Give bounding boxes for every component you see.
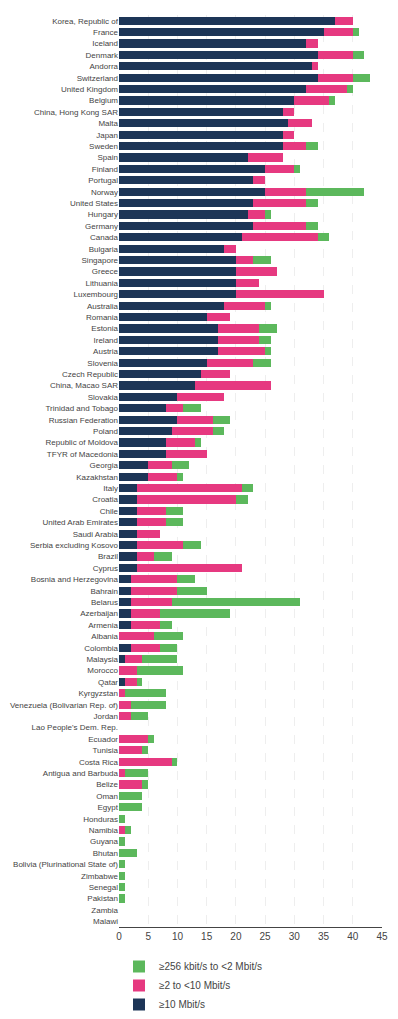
svg-text:Bahrain: Bahrain [90,587,118,596]
svg-text:Estonia: Estonia [91,324,118,333]
svg-text:TFYR of Macedonia: TFYR of Macedonia [47,450,119,459]
svg-text:≥10 Mbit/s: ≥10 Mbit/s [159,999,205,1010]
svg-text:Colombia: Colombia [84,644,118,653]
svg-text:Spain: Spain [98,153,118,162]
svg-text:Qatar: Qatar [98,678,118,687]
svg-text:Portugal: Portugal [88,176,118,185]
svg-text:Costa Rica: Costa Rica [79,758,119,767]
svg-text:Sweden: Sweden [89,142,118,151]
svg-text:5: 5 [145,931,151,942]
svg-text:Saudi Arabia: Saudi Arabia [73,530,119,539]
svg-text:0: 0 [116,931,122,942]
svg-text:Czech Republic: Czech Republic [62,370,118,379]
svg-text:Bulgaria: Bulgaria [89,245,119,254]
svg-text:Zambia: Zambia [91,906,118,915]
svg-text:Slovakia: Slovakia [88,393,119,402]
svg-text:Azerbaijan: Azerbaijan [80,609,118,618]
svg-text:Germany: Germany [85,222,118,231]
svg-text:10: 10 [172,931,184,942]
svg-text:Lithuania: Lithuania [86,279,119,288]
svg-text:Hungary: Hungary [88,210,118,219]
svg-text:Zimbabwe: Zimbabwe [81,872,118,881]
svg-text:Republic of Moldova: Republic of Moldova [46,438,119,447]
svg-text:Belize: Belize [96,780,118,789]
svg-text:Greece: Greece [92,267,119,276]
svg-text:Venezuela (Bolivarian Rep. of): Venezuela (Bolivarian Rep. of) [10,701,118,710]
svg-text:Ireland: Ireland [94,336,118,345]
svg-text:Namibia: Namibia [89,826,119,835]
svg-text:Kyrgyzstan: Kyrgyzstan [78,689,118,698]
svg-text:Trinidad and Tobago: Trinidad and Tobago [46,404,119,413]
svg-text:Antigua and Barbuda: Antigua and Barbuda [43,769,119,778]
svg-text:Bosnia and Herzegovina: Bosnia and Herzegovina [31,575,119,584]
svg-text:Bhutan: Bhutan [93,849,118,858]
svg-text:Norway: Norway [91,188,118,197]
svg-text:Egypt: Egypt [98,803,119,812]
svg-text:Romania: Romania [86,313,119,322]
svg-text:15: 15 [201,931,213,942]
svg-text:Russian Federation: Russian Federation [49,416,118,425]
svg-text:United States: United States [70,199,118,208]
svg-text:Kazakhstan: Kazakhstan [76,473,118,482]
svg-text:Lao People's Dem. Rep.: Lao People's Dem. Rep. [32,723,118,732]
svg-text:Croatia: Croatia [92,495,118,504]
svg-text:≥256 kbit/s to <2 Mbit/s: ≥256 kbit/s to <2 Mbit/s [159,961,262,972]
svg-text:Georgia: Georgia [90,461,119,470]
svg-text:France: France [93,28,118,37]
svg-text:45: 45 [376,931,388,942]
svg-text:Albania: Albania [91,632,118,641]
svg-text:Australia: Australia [87,302,119,311]
svg-text:Andorra: Andorra [90,62,119,71]
svg-text:Italy: Italy [103,484,118,493]
svg-text:Finland: Finland [92,165,118,174]
svg-text:Korea, Republic of: Korea, Republic of [52,17,119,26]
svg-text:Bolivia (Plurinational State o: Bolivia (Plurinational State of) [13,860,118,869]
svg-text:Jordan: Jordan [94,712,118,721]
svg-text:United Kingdom: United Kingdom [61,85,118,94]
svg-text:Slovenia: Slovenia [87,359,118,368]
svg-text:Singapore: Singapore [82,256,119,265]
svg-text:Japan: Japan [96,131,118,140]
svg-text:Luxembourg: Luxembourg [74,290,118,299]
svg-text:Brazil: Brazil [98,552,118,561]
svg-text:Honduras: Honduras [83,815,118,824]
svg-text:Denmark: Denmark [86,51,119,60]
svg-text:30: 30 [289,931,301,942]
svg-text:40: 40 [347,931,359,942]
svg-text:Morocco: Morocco [87,666,118,675]
svg-text:Switzerland: Switzerland [77,74,118,83]
svg-text:Belarus: Belarus [91,598,118,607]
svg-text:Malawi: Malawi [93,917,118,926]
svg-text:Ecuador: Ecuador [88,735,118,744]
svg-text:Serbia excluding Kosovo: Serbia excluding Kosovo [30,541,119,550]
svg-text:35: 35 [318,931,330,942]
svg-text:Senegal: Senegal [89,883,119,892]
svg-text:Belgium: Belgium [89,96,118,105]
svg-text:China, Macao SAR: China, Macao SAR [50,381,118,390]
svg-text:United Arab Emirates: United Arab Emirates [42,518,118,527]
svg-text:20: 20 [230,931,242,942]
svg-text:Canada: Canada [90,233,119,242]
svg-text:Cyprus: Cyprus [93,564,118,573]
svg-text:Chile: Chile [100,507,119,516]
svg-text:25: 25 [260,931,272,942]
svg-text:Oman: Oman [96,792,118,801]
svg-text:Austria: Austria [93,347,118,356]
svg-text:≥2 to <10 Mbit/s: ≥2 to <10 Mbit/s [159,980,230,991]
svg-text:Armenia: Armenia [88,621,118,630]
svg-text:Malta: Malta [98,119,118,128]
svg-text:Malaysia: Malaysia [86,655,118,664]
svg-text:Poland: Poland [93,427,118,436]
svg-text:Iceland: Iceland [92,39,118,48]
svg-text:Tunisia: Tunisia [93,746,119,755]
svg-text:Pakistan: Pakistan [87,894,118,903]
svg-text:China, Hong Kong SAR: China, Hong Kong SAR [34,108,118,117]
svg-text:Guyana: Guyana [90,837,119,846]
